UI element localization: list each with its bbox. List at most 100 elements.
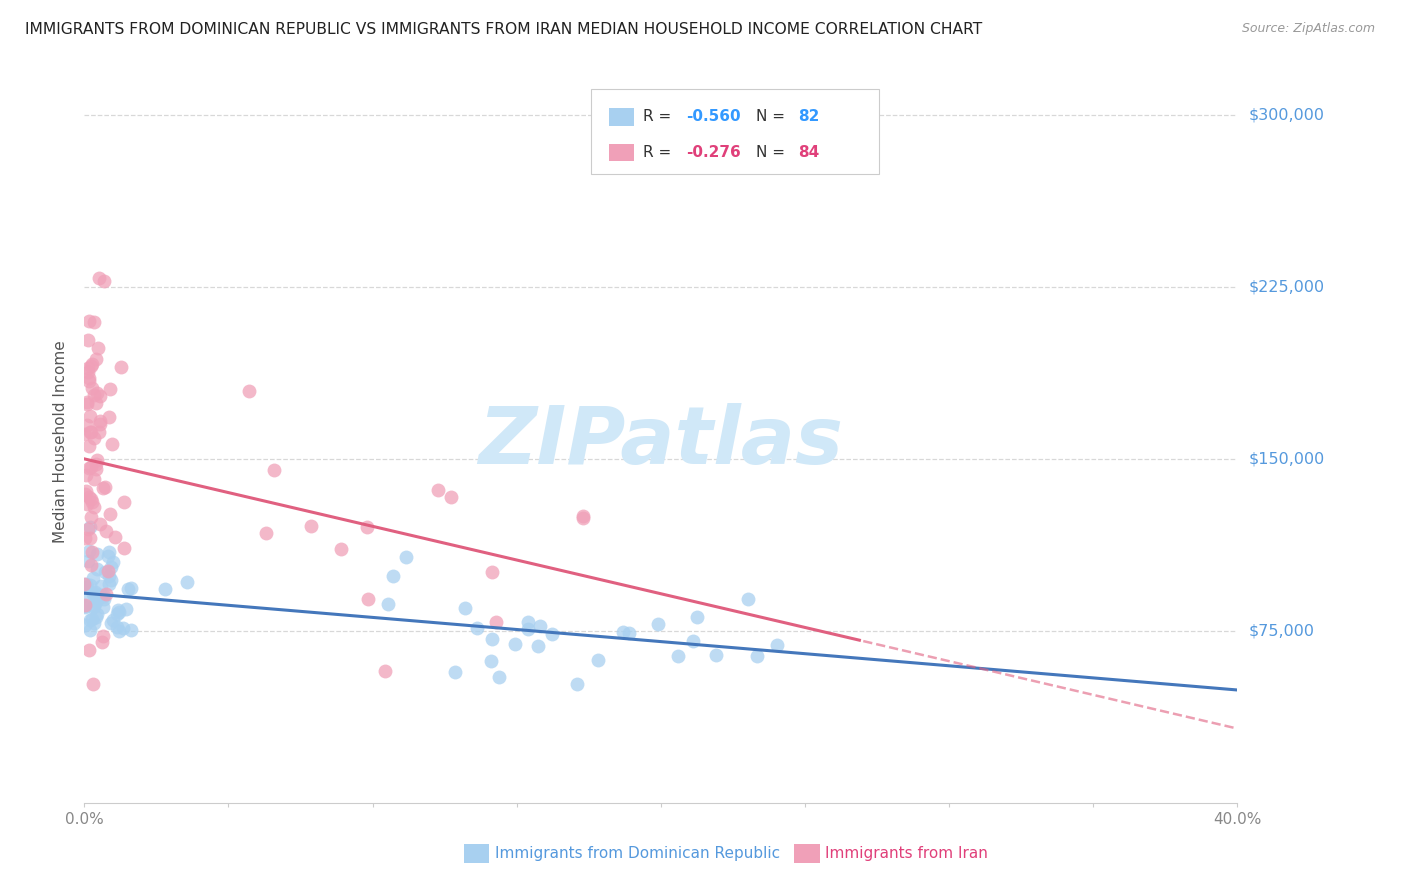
Point [114, 602, 136, 616]
Point [80, 359, 103, 374]
Point [98, 507, 121, 521]
Point [87, 270, 110, 285]
Point [84, 610, 107, 624]
Point [93, 590, 115, 604]
Point [107, 603, 129, 617]
Point [98, 577, 121, 591]
Point [377, 597, 399, 611]
Point [77, 642, 100, 657]
Point [100, 615, 122, 630]
Point [356, 519, 378, 533]
Point [374, 664, 396, 678]
Point [382, 568, 405, 582]
Point [97, 569, 120, 583]
Point [440, 490, 463, 504]
Point [73, 577, 96, 591]
Point [121, 582, 143, 596]
Point [79, 374, 101, 388]
Point [80, 492, 103, 507]
Point [94, 480, 117, 494]
Point [112, 541, 135, 555]
Point [80, 425, 103, 440]
Point [80, 460, 103, 475]
Point [80, 558, 103, 572]
Point [100, 436, 122, 450]
Point [83, 315, 105, 329]
Point [540, 626, 562, 640]
Text: $225,000: $225,000 [1249, 279, 1324, 294]
Point [82, 571, 104, 585]
Point [80, 612, 103, 626]
Point [80, 509, 103, 524]
Point [79, 623, 101, 637]
Point [93, 600, 115, 615]
Point [75, 468, 97, 483]
Text: Source: ZipAtlas.com: Source: ZipAtlas.com [1241, 22, 1375, 36]
Point [82, 677, 104, 691]
Text: ZIPatlas: ZIPatlas [478, 402, 844, 481]
Point [77, 521, 100, 535]
Point [481, 632, 503, 647]
Point [117, 582, 139, 597]
Point [84, 461, 107, 475]
Text: $300,000: $300,000 [1249, 107, 1324, 122]
Point [89, 389, 111, 403]
Point [75, 588, 97, 602]
Point [80, 495, 103, 509]
Point [567, 677, 589, 691]
Point [488, 670, 510, 684]
Point [86, 547, 108, 561]
Point [481, 566, 503, 580]
Text: -0.276: -0.276 [686, 145, 741, 160]
Point [73, 599, 96, 614]
Point [77, 461, 100, 475]
Point [77, 361, 100, 376]
Point [84, 587, 107, 601]
Point [82, 587, 104, 601]
Point [444, 665, 467, 679]
Point [91, 629, 114, 643]
Point [83, 500, 105, 515]
Text: N =: N = [756, 110, 790, 124]
Point [516, 615, 538, 629]
Point [79, 425, 101, 439]
Text: R =: R = [643, 145, 676, 160]
Point [572, 509, 595, 524]
Point [112, 621, 135, 635]
Point [86, 385, 108, 400]
Point [73, 426, 96, 441]
Point [80, 545, 103, 559]
Point [427, 483, 450, 497]
Point [79, 613, 101, 627]
Point [263, 463, 285, 477]
Point [766, 638, 789, 652]
Text: -0.560: -0.560 [686, 110, 741, 124]
Point [83, 599, 105, 613]
Point [100, 574, 122, 588]
Point [517, 622, 540, 636]
Point [83, 388, 105, 402]
Point [77, 333, 100, 347]
Point [503, 637, 526, 651]
Point [77, 490, 100, 504]
Point [82, 357, 104, 371]
Point [86, 591, 108, 606]
Point [89, 590, 111, 604]
Y-axis label: Median Household Income: Median Household Income [53, 340, 69, 543]
Point [617, 626, 640, 640]
Point [79, 531, 101, 545]
Point [79, 578, 101, 592]
Point [120, 623, 142, 637]
Point [527, 639, 550, 653]
Point [299, 519, 322, 533]
Point [89, 516, 111, 531]
Point [91, 482, 114, 496]
Point [93, 565, 115, 579]
Point [87, 425, 110, 439]
Text: 84: 84 [799, 145, 820, 160]
Point [90, 588, 112, 602]
Point [357, 592, 380, 607]
Point [737, 592, 759, 607]
Point [112, 494, 135, 508]
Point [155, 582, 177, 597]
